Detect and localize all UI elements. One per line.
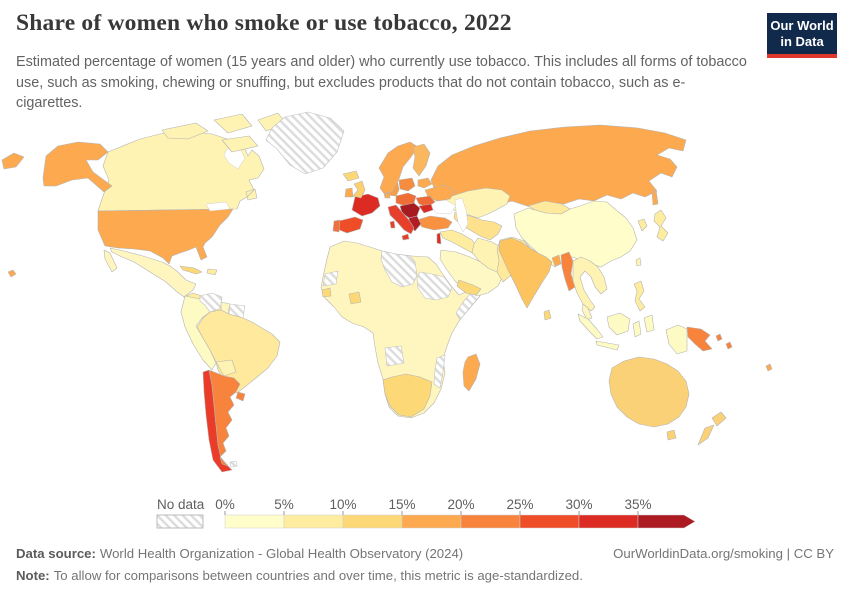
- region-ireland[interactable]: [344, 187, 354, 198]
- region-senegal-gambia[interactable]: [321, 287, 332, 298]
- region-korea[interactable]: [637, 218, 648, 232]
- region-uruguay[interactable]: [235, 391, 246, 402]
- chart-subtitle: Estimated percentage of women (15 years …: [16, 54, 747, 112]
- legend-ticks: [224, 511, 639, 515]
- region-finland[interactable]: [412, 143, 431, 177]
- world-choropleth-map: No data 0% 5% 10% 15% 20% 25% 30% 35%: [1, 111, 773, 529]
- region-lebanon[interactable]: [436, 232, 442, 245]
- region-malaysia[interactable]: [581, 303, 593, 321]
- region-japan[interactable]: [653, 209, 669, 242]
- region-hispaniola[interactable]: [206, 268, 218, 276]
- region-taiwan[interactable]: [635, 257, 642, 267]
- legend-tick-0: 0%: [215, 497, 235, 512]
- legend-bin-0-5[interactable]: [224, 514, 285, 529]
- footer-source-text: World Health Organization - Global Healt…: [99, 546, 464, 561]
- region-sri-lanka[interactable]: [543, 309, 552, 321]
- region-mozambique[interactable]: [433, 354, 446, 389]
- region-brazil[interactable]: [196, 309, 281, 394]
- region-angola[interactable]: [384, 345, 405, 367]
- region-alaska[interactable]: [42, 141, 113, 193]
- region-burkina-faso[interactable]: [348, 291, 362, 305]
- region-west-new-guinea[interactable]: [665, 324, 688, 355]
- legend-tick-1: 5%: [274, 497, 294, 512]
- footer-note: Note: To allow for comparisons between co…: [16, 568, 583, 583]
- region-italy[interactable]: [387, 204, 415, 241]
- region-solomon-islands[interactable]: [715, 333, 733, 350]
- region-southern-africa[interactable]: [382, 373, 433, 418]
- region-spain[interactable]: [336, 216, 364, 234]
- legend-tick-2: 10%: [329, 497, 356, 512]
- region-fiji[interactable]: [765, 363, 773, 372]
- legend-tick-3: 15%: [388, 497, 415, 512]
- region-iceland[interactable]: [342, 170, 360, 182]
- legend-bin-5-10[interactable]: [283, 514, 344, 529]
- legend-tick-5: 25%: [506, 497, 533, 512]
- region-baltics[interactable]: [417, 177, 433, 189]
- footer-source-label: Data source:: [16, 546, 96, 561]
- region-western-sahara[interactable]: [322, 270, 339, 287]
- legend-bin-25-30[interactable]: [519, 514, 580, 529]
- region-portugal[interactable]: [332, 219, 341, 233]
- region-greenland[interactable]: [265, 111, 345, 175]
- region-papua-new-guinea[interactable]: [686, 326, 713, 352]
- legend-bin-30-35[interactable]: [578, 514, 639, 529]
- legend-tick-7: 35%: [624, 497, 651, 512]
- region-arabian-peninsula[interactable]: [439, 249, 504, 297]
- legend-no-data-label: No data: [157, 497, 205, 512]
- caspian-sea: [454, 197, 469, 233]
- region-madagascar[interactable]: [462, 353, 481, 392]
- region-hawaii[interactable]: [7, 269, 17, 278]
- region-philippines[interactable]: [633, 280, 646, 312]
- legend-bin-15-20[interactable]: [401, 514, 462, 529]
- region-cuba[interactable]: [179, 265, 203, 275]
- region-indonesia[interactable]: [577, 312, 655, 351]
- footer-note-text: To allow for comparisons between countri…: [53, 568, 583, 583]
- legend-bin-35-plus-arrow[interactable]: [637, 514, 696, 529]
- region-sudan[interactable]: [416, 271, 453, 301]
- region-turkey[interactable]: [416, 215, 453, 231]
- region-libya[interactable]: [380, 250, 418, 288]
- region-bangladesh[interactable]: [551, 254, 562, 267]
- region-india[interactable]: [498, 237, 553, 309]
- region-united-states[interactable]: [97, 208, 234, 265]
- owid-logo[interactable]: Our World in Data: [767, 13, 837, 58]
- region-argentina[interactable]: [208, 369, 241, 467]
- page-title: Share of women who smoke or use tobacco,…: [16, 10, 512, 36]
- region-venezuela[interactable]: [199, 292, 223, 313]
- legend-no-data-swatch[interactable]: [156, 514, 204, 529]
- region-united-kingdom[interactable]: [352, 180, 366, 199]
- great-lakes: [205, 201, 231, 212]
- legend-tick-6: 30%: [565, 497, 592, 512]
- region-australia[interactable]: [608, 356, 690, 441]
- region-scandinavia[interactable]: [378, 141, 419, 199]
- region-canada[interactable]: [97, 129, 265, 212]
- owid-logo-line1: Our World: [770, 18, 834, 33]
- legend-bin-10-15[interactable]: [342, 514, 403, 529]
- legend-bin-20-25[interactable]: [460, 514, 521, 529]
- region-bolivia-paraguay[interactable]: [215, 359, 237, 377]
- region-canada-arctic-islands[interactable]: [161, 112, 287, 153]
- region-mongolia[interactable]: [527, 200, 571, 215]
- region-poland[interactable]: [398, 177, 416, 192]
- footer-source: Data source: World Health Organization - …: [16, 546, 463, 561]
- owid-logo-line2: in Data: [780, 34, 824, 50]
- footer-citation-link[interactable]: OurWorldinData.org/smoking | CC BY: [613, 546, 834, 561]
- region-france[interactable]: [351, 193, 381, 217]
- region-bulgaria[interactable]: [418, 203, 434, 214]
- region-new-zealand[interactable]: [697, 411, 727, 446]
- region-russia-chukotka[interactable]: [1, 152, 25, 170]
- region-russia[interactable]: [430, 124, 687, 208]
- region-yemen[interactable]: [456, 279, 482, 296]
- footer-note-label: Note:: [16, 568, 50, 583]
- region-mexico[interactable]: [103, 247, 197, 298]
- legend-tick-4: 20%: [447, 497, 474, 512]
- region-falkland-islands[interactable]: [229, 460, 238, 468]
